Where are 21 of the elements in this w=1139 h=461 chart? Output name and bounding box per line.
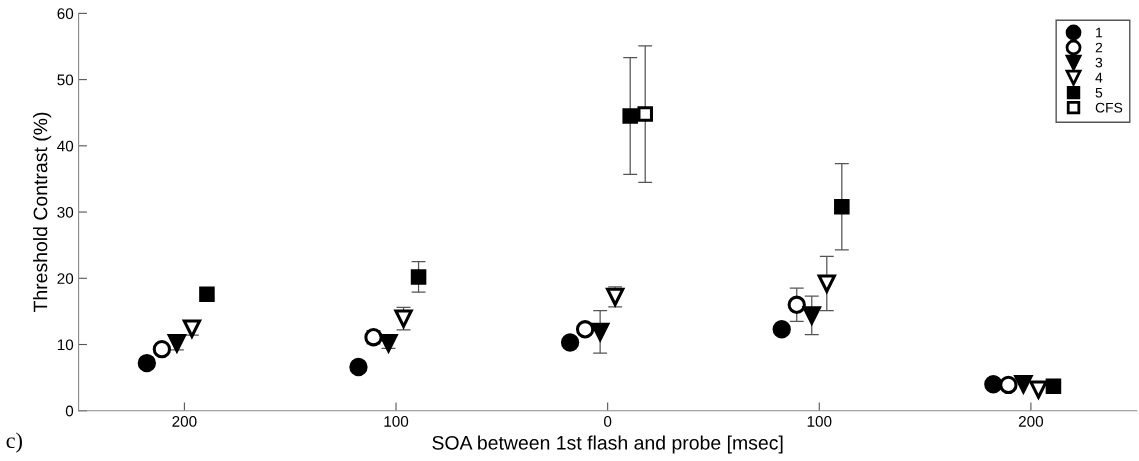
- y-tick-label: 60: [57, 8, 74, 20]
- x-tick-label: 200: [172, 416, 197, 427]
- x-tick-label: 100: [384, 416, 409, 427]
- legend-label: 2: [1095, 42, 1103, 53]
- legend-label: 3: [1095, 57, 1103, 68]
- x-tick-label: 100: [807, 416, 832, 427]
- text: c): [6, 432, 22, 453]
- legend-label: 1: [1096, 27, 1103, 38]
- x-axis-title: SOA between 1st flash and probe [msec]: [432, 435, 783, 454]
- y-tick-label: 20: [57, 273, 74, 284]
- y-axis-title: Threshold Contrast (%): [33, 112, 52, 313]
- legend-label: 5: [1095, 87, 1103, 98]
- y-tick-label: 30: [57, 206, 74, 218]
- y-tick-label: 10: [57, 339, 74, 351]
- y-tick-label: 50: [57, 74, 74, 86]
- x-tick-label: 0: [604, 416, 612, 427]
- y-tick-label: 40: [57, 140, 74, 152]
- y-tick-label: 0: [65, 405, 74, 417]
- x-tick-label: 200: [1018, 416, 1044, 427]
- legend-label: 4: [1095, 72, 1103, 83]
- legend-label: CFS: [1095, 102, 1123, 113]
